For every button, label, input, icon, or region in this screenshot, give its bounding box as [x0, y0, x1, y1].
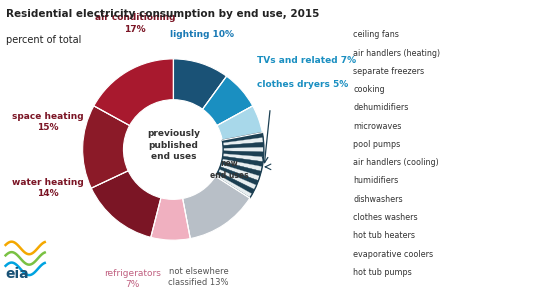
- Wedge shape: [222, 156, 263, 166]
- Text: air conditioning
17%: air conditioning 17%: [95, 13, 176, 34]
- Wedge shape: [151, 198, 190, 240]
- Text: previously
published
end uses: previously published end uses: [147, 129, 200, 161]
- Text: eia: eia: [6, 267, 29, 281]
- Text: humidifiers: humidifiers: [353, 176, 399, 186]
- Wedge shape: [222, 159, 262, 171]
- Wedge shape: [222, 153, 264, 162]
- Wedge shape: [202, 76, 253, 126]
- Wedge shape: [91, 171, 161, 237]
- Text: hot tub pumps: hot tub pumps: [353, 268, 412, 277]
- Text: microwaves: microwaves: [353, 122, 402, 131]
- Text: separate freezers: separate freezers: [353, 67, 424, 76]
- Wedge shape: [223, 151, 264, 157]
- Wedge shape: [223, 147, 264, 152]
- Text: Residential electricity consumption by end use, 2015: Residential electricity consumption by e…: [6, 9, 319, 19]
- Wedge shape: [215, 174, 252, 198]
- Text: evaporative coolers: evaporative coolers: [353, 249, 433, 259]
- Text: ceiling fans: ceiling fans: [353, 30, 399, 39]
- Text: pool pumps: pool pumps: [353, 140, 401, 149]
- Text: new
end uses: new end uses: [210, 160, 249, 180]
- Wedge shape: [173, 59, 226, 109]
- Text: hot tub heaters: hot tub heaters: [353, 231, 415, 240]
- Wedge shape: [220, 164, 260, 181]
- Wedge shape: [219, 167, 258, 185]
- Wedge shape: [183, 176, 250, 239]
- Text: refrigerators
7%: refrigerators 7%: [104, 269, 161, 289]
- Text: cooking: cooking: [353, 85, 385, 94]
- Wedge shape: [94, 59, 173, 126]
- Wedge shape: [221, 162, 261, 176]
- Text: lighting 10%: lighting 10%: [170, 30, 234, 39]
- Text: dishwashers: dishwashers: [353, 195, 403, 204]
- Text: clothes washers: clothes washers: [353, 213, 418, 222]
- Text: not elsewhere
classified 13%: not elsewhere classified 13%: [168, 267, 229, 287]
- Text: dehumidifiers: dehumidifiers: [353, 103, 409, 113]
- Wedge shape: [217, 106, 262, 140]
- Text: water heating
14%: water heating 14%: [12, 177, 84, 198]
- Wedge shape: [218, 169, 257, 190]
- Wedge shape: [217, 172, 254, 194]
- Wedge shape: [222, 137, 264, 146]
- Text: air handlers (cooling): air handlers (cooling): [353, 158, 439, 167]
- Text: percent of total: percent of total: [6, 35, 81, 45]
- Text: clothes dryers 5%: clothes dryers 5%: [257, 80, 348, 89]
- Text: space heating
15%: space heating 15%: [12, 112, 84, 133]
- Text: TVs and related 7%: TVs and related 7%: [257, 56, 356, 65]
- Wedge shape: [222, 133, 263, 143]
- Text: air handlers (heating): air handlers (heating): [353, 48, 440, 58]
- Wedge shape: [83, 106, 130, 188]
- Wedge shape: [223, 142, 264, 148]
